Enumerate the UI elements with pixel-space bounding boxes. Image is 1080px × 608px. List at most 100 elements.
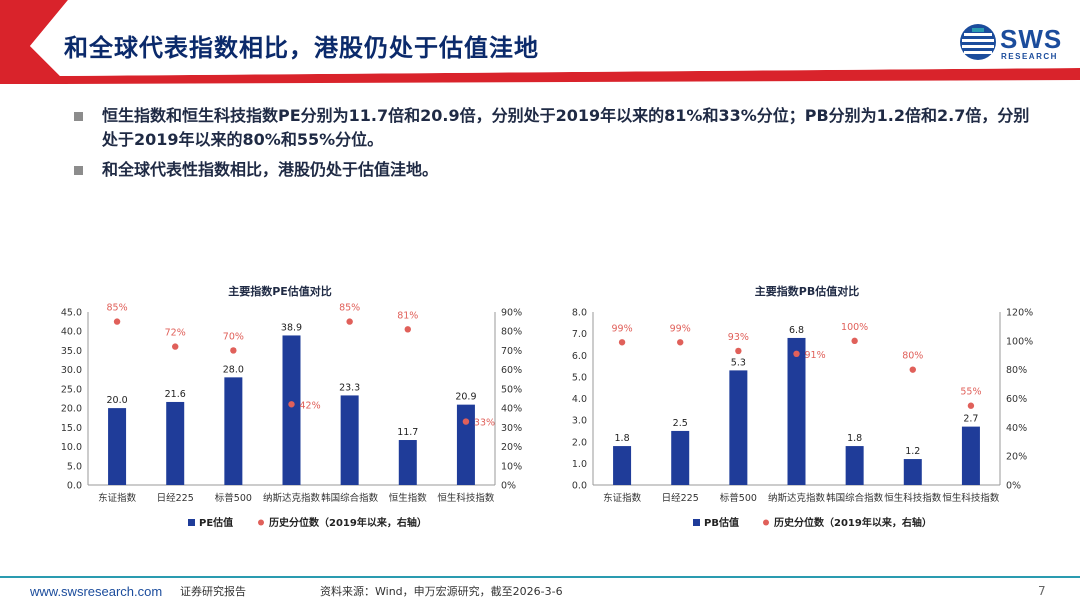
title-band — [0, 0, 1080, 84]
percentile-label: 99% — [670, 323, 691, 334]
percentile-dot — [909, 366, 916, 373]
legend-dot-label: 历史分位数（2019年以来，右轴） — [774, 516, 932, 529]
percentile-label: 100% — [841, 322, 868, 333]
y2-tick-label: 90% — [501, 308, 522, 319]
bar — [166, 401, 185, 485]
legend-bar-swatch — [693, 519, 700, 526]
percentile-label: 55% — [960, 387, 981, 398]
y2-tick-label: 40% — [501, 404, 522, 415]
y-tick-label: 45.0 — [61, 308, 82, 319]
bar — [845, 446, 864, 485]
legend-bar-label: PB估值 — [704, 516, 739, 529]
y2-tick-label: 40% — [1006, 423, 1027, 434]
footer-line — [0, 576, 1080, 578]
bar — [456, 404, 475, 485]
category-label: 韩国综合指数 — [321, 492, 379, 504]
percentile-label: 81% — [397, 310, 418, 321]
category-label: 标普500 — [720, 492, 757, 504]
bar — [729, 370, 748, 485]
bullet-list: 恒生指数和恒生科技指数PE分别为11.7倍和20.9倍，分别处于2019年以来的… — [72, 104, 1032, 188]
footer-url-link[interactable]: www.swsresearch.com — [30, 584, 163, 599]
category-label: 恒生科技指数 — [884, 492, 942, 504]
logo-sub: RESEARCH — [1001, 52, 1058, 61]
y-tick-label: 35.0 — [61, 346, 82, 357]
percentile-dot — [967, 402, 975, 409]
y-tick-label: 30.0 — [61, 365, 82, 376]
y2-tick-label: 80% — [1006, 365, 1027, 376]
bar-value-label: 20.0 — [106, 395, 127, 406]
bar-value-label: 2.7 — [963, 414, 978, 425]
y2-tick-label: 120% — [1006, 308, 1033, 319]
category-label: 韩国综合指数 — [826, 492, 884, 504]
y2-tick-label: 10% — [501, 461, 522, 472]
y-tick-label: 3.0 — [572, 416, 587, 427]
legend-dot-label: 历史分位数（2019年以来，右轴） — [269, 516, 427, 529]
legend-dot-swatch — [258, 519, 264, 526]
footer-source: 资料来源：Wind，申万宏源研究，截至2026-3-6 — [320, 585, 563, 598]
title-band-white — [30, 0, 1080, 76]
percentile-label: 85% — [107, 303, 128, 314]
bar-value-label: 1.8 — [847, 433, 862, 444]
percentile-label: 91% — [805, 350, 826, 361]
percentile-dot — [172, 343, 179, 350]
category-label: 日经225 — [157, 492, 194, 504]
percentile-dot — [113, 318, 121, 325]
y-tick-label: 2.0 — [572, 437, 587, 448]
percentile-dot — [230, 347, 237, 354]
y-tick-label: 20.0 — [61, 404, 82, 415]
bullet-square-icon — [74, 166, 83, 175]
percentile-dot — [288, 401, 295, 408]
page-title: 和全球代表指数相比，港股仍处于估值洼地 — [64, 34, 539, 62]
legend-dot-swatch — [763, 519, 769, 526]
sws-logo: SWS RESEARCH — [958, 22, 1061, 62]
y2-tick-label: 80% — [501, 327, 522, 338]
y-tick-label: 10.0 — [61, 442, 82, 453]
bullet-square-icon — [74, 112, 83, 121]
bar-value-label: 11.7 — [397, 427, 418, 438]
percentile-dot — [735, 347, 742, 355]
bar-value-label: 28.0 — [223, 364, 244, 375]
percentile-label: 93% — [728, 332, 749, 343]
bar — [108, 408, 127, 485]
y-tick-label: 1.0 — [572, 459, 587, 470]
y-tick-label: 7.0 — [572, 329, 587, 340]
y2-tick-label: 70% — [501, 346, 522, 357]
percentile-dot — [793, 350, 800, 358]
bar-value-label: 5.3 — [731, 357, 746, 368]
percentile-label: 33% — [474, 418, 495, 429]
percentile-dot — [677, 339, 684, 346]
bar — [224, 377, 243, 485]
y-tick-label: 5.0 — [67, 461, 82, 472]
bullet-item: 恒生指数和恒生科技指数PE分别为11.7倍和20.9倍，分别处于2019年以来的… — [72, 104, 1032, 152]
category-label: 东证指数 — [603, 492, 642, 504]
pe-chart-title: 主要指数PE估值对比 — [228, 285, 332, 298]
y-tick-label: 0.0 — [572, 481, 587, 492]
pb-chart-title: 主要指数PB估值对比 — [754, 285, 860, 298]
y-tick-label: 8.0 — [572, 308, 587, 319]
page-number: 7 — [1038, 584, 1046, 598]
bullet-text: 恒生指数和恒生科技指数PE分别为11.7倍和20.9倍，分别处于2019年以来的… — [102, 106, 1030, 149]
y2-tick-label: 60% — [501, 365, 522, 376]
y-tick-label: 0.0 — [67, 481, 82, 492]
bar-value-label: 23.3 — [339, 382, 360, 393]
percentile-dot — [851, 337, 858, 345]
category-label: 纳斯达克指数 — [263, 492, 321, 504]
footer-report-label: 证券研究报告 — [180, 585, 246, 598]
y-tick-label: 25.0 — [61, 384, 82, 395]
bar-value-label: 2.5 — [673, 418, 688, 429]
sws-logo-mark — [960, 24, 996, 60]
category-label: 恒生科技指数 — [942, 492, 1000, 504]
bullet-text: 和全球代表性指数相比，港股仍处于估值洼地。 — [102, 160, 439, 179]
title-band-red-right — [60, 68, 1080, 84]
y2-tick-label: 100% — [1006, 336, 1033, 347]
percentile-dot — [346, 318, 353, 325]
bar-value-label: 1.2 — [905, 446, 920, 457]
y-tick-label: 6.0 — [572, 351, 587, 362]
y-tick-label: 5.0 — [572, 372, 587, 383]
title-band-red — [0, 0, 68, 84]
percentile-dot — [404, 326, 411, 333]
y-tick-label: 4.0 — [572, 394, 587, 405]
bar-value-label: 6.8 — [789, 325, 804, 336]
bar — [903, 459, 922, 485]
bar — [282, 335, 301, 485]
